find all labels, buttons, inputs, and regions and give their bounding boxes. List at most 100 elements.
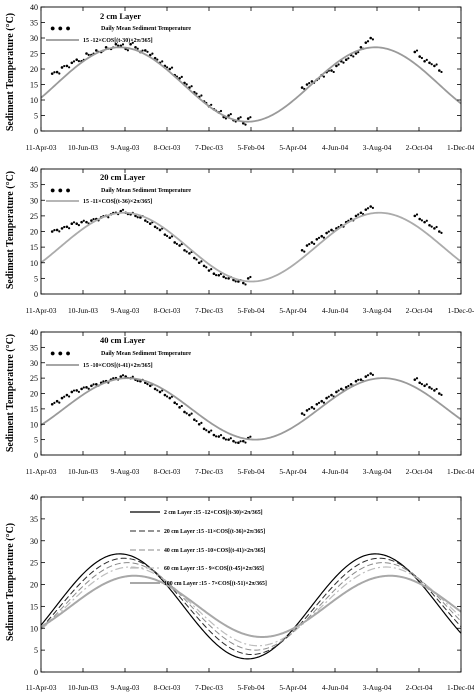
data-point xyxy=(335,64,338,68)
y-axis-label: Sediment Temperature (°C) xyxy=(5,334,16,452)
data-point xyxy=(87,53,90,57)
data-point xyxy=(359,378,363,381)
data-point xyxy=(183,248,186,252)
data-point xyxy=(342,61,345,64)
data-point xyxy=(210,103,213,106)
data-point xyxy=(55,70,59,74)
data-point xyxy=(161,60,164,63)
data-point xyxy=(139,216,142,219)
data-point xyxy=(65,64,69,68)
data-point xyxy=(95,382,98,386)
data-point xyxy=(320,399,324,403)
y-tick-label: 5 xyxy=(34,436,38,445)
data-point xyxy=(170,66,174,69)
data-point xyxy=(415,377,419,380)
y-tick-label: 5 xyxy=(34,112,38,121)
data-point xyxy=(156,227,159,230)
data-point xyxy=(85,52,88,55)
y-axis-label: Sediment Temperature (°C) xyxy=(5,13,16,131)
data-point xyxy=(58,230,61,233)
legend-comparison: 2 cm Layer :15 -12×COS[(t-30)×2π/365] 20… xyxy=(130,509,267,587)
y-tick-label: 20 xyxy=(30,581,38,590)
data-point xyxy=(364,41,368,44)
panel-20cm-layer: 0 5 10 15 20 25 30 35 40 11-Apr-03 10-Jun-03 9-Aug-… xyxy=(5,165,474,315)
data-point xyxy=(175,403,178,406)
data-point xyxy=(156,58,159,61)
series-line-1 xyxy=(40,377,462,441)
data-point xyxy=(134,46,137,49)
data-point xyxy=(178,406,181,409)
data-point xyxy=(131,375,134,378)
legend-label-100cm: 100 cm Layer :15 - 7×COS[(t-51)×2π/365] xyxy=(164,580,267,587)
data-point xyxy=(337,389,340,392)
series-line-2 xyxy=(40,562,462,651)
data-point xyxy=(303,413,306,416)
data-point xyxy=(55,399,59,403)
data-point xyxy=(72,60,76,63)
data-point xyxy=(129,42,132,46)
data-point xyxy=(308,82,311,85)
data-point xyxy=(144,49,147,52)
data-point xyxy=(195,258,198,261)
data-point xyxy=(234,280,237,283)
legend-observed-label: Daily Mean Sediment Temperature xyxy=(101,188,191,194)
data-point xyxy=(418,55,422,58)
data-point xyxy=(156,389,159,392)
x-tick-label: 8-Oct-03 xyxy=(154,467,181,476)
data-point xyxy=(222,275,225,279)
data-point xyxy=(347,57,350,60)
data-point xyxy=(121,208,125,211)
x-tick-label: 10-Jun-03 xyxy=(68,467,98,476)
data-point xyxy=(72,389,76,392)
data-point xyxy=(418,381,422,385)
x-tick-label: 10-Jun-03 xyxy=(68,306,98,315)
data-point xyxy=(249,116,252,119)
data-point xyxy=(224,438,227,441)
axes-20cm: 0 5 10 15 20 25 30 35 40 11-Apr-03 10-Jun-03 9-Aug-… xyxy=(26,165,474,315)
y-tick-label: 40 xyxy=(30,328,38,337)
x-tick-label: 11-Apr-03 xyxy=(26,143,57,152)
data-point xyxy=(95,49,98,52)
y-tick-label: 0 xyxy=(34,668,38,677)
data-point xyxy=(168,236,172,240)
x-tick-label: 11-Apr-03 xyxy=(26,467,57,476)
plot-marks-40cm xyxy=(40,372,462,445)
legend-fit-label: 15 -10×COS[(t-41)×2π/365] xyxy=(83,362,153,369)
data-point xyxy=(188,413,191,417)
x-tick-label: 4-Jun-04 xyxy=(322,143,349,152)
data-point xyxy=(300,412,304,415)
y-tick-label: 0 xyxy=(34,127,38,136)
data-point xyxy=(305,244,309,247)
x-tick-label: 11-Apr-03 xyxy=(26,306,57,315)
data-point xyxy=(332,70,335,74)
legend-marker: ● ● ● xyxy=(50,23,71,33)
data-point xyxy=(185,250,188,253)
plot-marks-2cm xyxy=(40,36,462,126)
data-point xyxy=(178,77,181,80)
data-point xyxy=(354,379,358,383)
data-point xyxy=(425,383,428,386)
data-point xyxy=(423,59,426,63)
legend-label-20cm: 20 cm Layer :15 -11×COS[(t-36)×2π/365] xyxy=(164,528,265,535)
x-tick-label: 7-Dec-03 xyxy=(195,306,223,315)
data-point xyxy=(215,435,218,438)
x-tick-label: 8-Oct-03 xyxy=(154,306,181,315)
data-point xyxy=(166,66,169,69)
data-point xyxy=(53,401,56,404)
data-point xyxy=(200,94,203,97)
data-point xyxy=(119,375,123,378)
x-tick-label: 4-Jun-04 xyxy=(322,306,349,315)
data-point xyxy=(244,441,247,444)
data-point xyxy=(68,227,71,230)
data-point xyxy=(317,401,321,404)
data-point xyxy=(141,49,144,52)
x-tick-label: 1-Dec-04 xyxy=(447,143,474,152)
y-tick-label: 15 xyxy=(30,405,38,414)
data-point xyxy=(112,377,115,380)
data-point xyxy=(195,419,198,423)
data-point xyxy=(364,375,368,378)
y-tick-label: 10 xyxy=(30,624,38,633)
data-point xyxy=(197,261,201,265)
x-tick-label: 2-Oct-04 xyxy=(406,306,433,315)
data-point xyxy=(170,235,174,238)
